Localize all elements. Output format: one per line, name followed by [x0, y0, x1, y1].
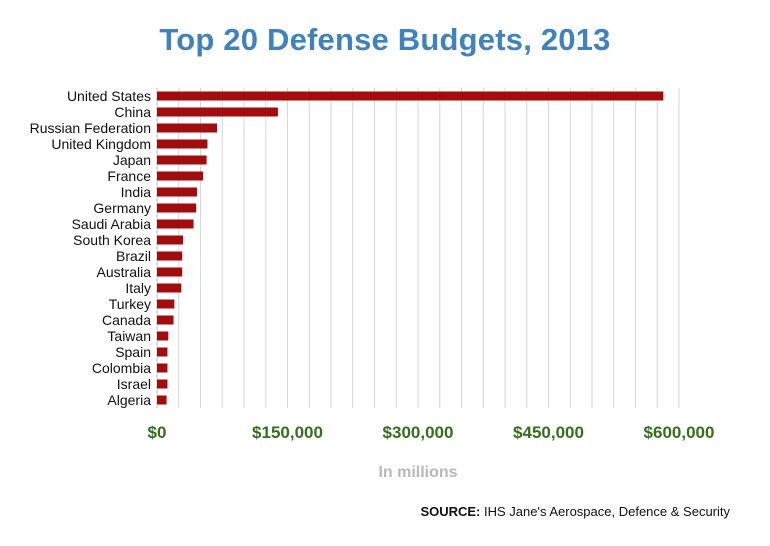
bar-brazil: [157, 251, 183, 261]
source-text: IHS Jane's Aerospace, Defence & Security: [480, 504, 730, 519]
x-tick-label: $600,000: [644, 423, 715, 442]
bar-australia: [157, 267, 183, 277]
category-label: Canada: [102, 312, 151, 328]
category-label: Israel: [117, 376, 151, 392]
category-label: Taiwan: [107, 328, 151, 344]
bar-algeria: [157, 395, 167, 405]
category-label: Germany: [93, 200, 151, 216]
bar-turkey: [157, 299, 175, 309]
bar-united-kingdom: [157, 139, 208, 149]
x-tick-label: $300,000: [383, 423, 454, 442]
x-tick-label: $450,000: [513, 423, 584, 442]
category-label: Turkey: [109, 296, 151, 312]
x-tick-labels: $0 $150,000 $300,000 $450,000 $600,000: [148, 423, 715, 442]
bar-india: [157, 187, 198, 197]
x-tick-label: $150,000: [252, 423, 323, 442]
category-label: India: [121, 184, 152, 200]
bar-south-korea: [157, 235, 184, 245]
category-label: United States: [67, 88, 151, 104]
category-label: China: [114, 104, 151, 120]
category-label: United Kingdom: [51, 136, 151, 152]
bar-canada: [157, 315, 174, 325]
bar-france: [157, 171, 204, 181]
bar-israel: [157, 379, 168, 389]
category-label: South Korea: [73, 232, 151, 248]
category-label: Russian Federation: [30, 120, 151, 136]
gridlines: [178, 88, 680, 408]
source-label: SOURCE:: [420, 504, 481, 519]
category-label: Australia: [97, 264, 152, 280]
category-label: Brazil: [116, 248, 151, 264]
category-label: Spain: [115, 344, 151, 360]
category-label: Colombia: [92, 360, 151, 376]
bar-colombia: [157, 363, 168, 373]
bar-japan: [157, 155, 207, 165]
category-label: Saudi Arabia: [72, 216, 152, 232]
category-label: France: [107, 168, 151, 184]
bar-russian-federation: [157, 123, 218, 133]
bar-spain: [157, 347, 168, 357]
bar-germany: [157, 203, 197, 213]
bar-china: [157, 107, 278, 117]
source-note: SOURCE: IHS Jane's Aerospace, Defence & …: [300, 504, 730, 519]
bar-italy: [157, 283, 182, 293]
category-label: Italy: [125, 280, 151, 296]
x-axis-title: In millions: [378, 464, 458, 481]
chart-title: Top 20 Defense Budgets, 2013: [159, 22, 611, 57]
category-label: Japan: [113, 152, 151, 168]
bar-taiwan: [157, 331, 169, 341]
category-label: Algeria: [107, 392, 151, 408]
bar-united-states: [157, 91, 664, 101]
bars: [157, 91, 664, 405]
bar-saudi-arabia: [157, 219, 194, 229]
x-tick-label: $0: [148, 423, 167, 442]
